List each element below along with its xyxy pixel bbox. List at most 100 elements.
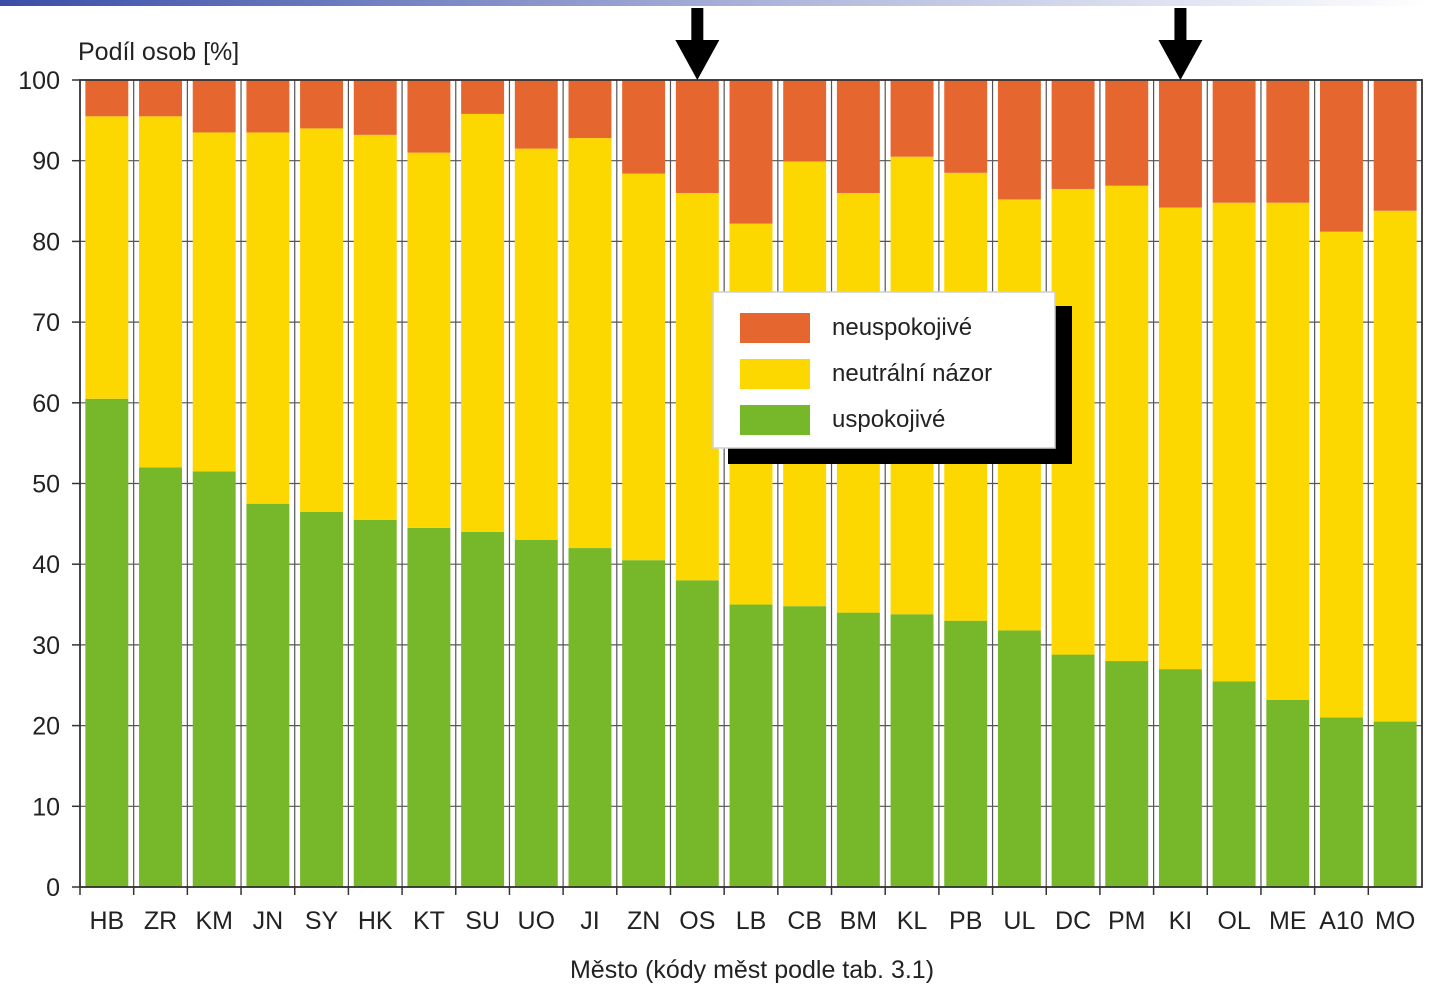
bar-segment xyxy=(461,531,505,887)
bar-segment xyxy=(1158,669,1202,887)
bar-segment xyxy=(568,138,612,549)
x-tick-label: ME xyxy=(1269,907,1307,935)
bar-segment xyxy=(783,606,827,887)
x-tick-label: SU xyxy=(465,907,500,935)
bar-segment xyxy=(1320,231,1363,718)
y-tick-label: 80 xyxy=(32,228,60,256)
y-tick-label: 20 xyxy=(32,713,60,741)
bar-segment xyxy=(461,113,505,532)
x-tick-label: CB xyxy=(787,907,822,935)
x-tick-label: DC xyxy=(1055,907,1091,935)
bar-segment xyxy=(1212,681,1256,887)
bar-segment xyxy=(1051,80,1095,189)
bar-segment xyxy=(407,80,451,153)
y-tick-label: 10 xyxy=(32,793,60,821)
bar-segment xyxy=(1320,80,1363,232)
y-tick-label: 0 xyxy=(46,874,60,902)
bar-stack xyxy=(246,80,290,887)
highlight-markers xyxy=(675,8,1203,80)
x-tick-label: PB xyxy=(949,907,982,935)
down-arrow-icon xyxy=(675,8,720,80)
x-tick-label: OL xyxy=(1217,907,1250,935)
bar-segment xyxy=(729,80,773,224)
bar-segment xyxy=(1373,80,1417,211)
bar-stack xyxy=(461,80,505,887)
bar-stack xyxy=(1105,80,1149,887)
x-tick-label: KT xyxy=(413,907,445,935)
y-tick-label: 100 xyxy=(18,67,60,95)
bar-stack xyxy=(1266,80,1310,887)
bar-series xyxy=(85,80,1417,887)
x-axis-ticks: HB ZR KM JN SY HK KT SU UO JI ZN OS LB CB BM KL PB UL DC PM… xyxy=(79,887,1415,935)
bar-stack xyxy=(568,80,612,887)
bar-stack xyxy=(783,80,827,887)
bar-segment xyxy=(85,80,129,117)
x-tick-label: JI xyxy=(580,907,599,935)
bar-segment xyxy=(300,511,344,887)
bar-stack xyxy=(836,80,880,887)
bar-segment xyxy=(890,80,934,157)
bar-segment xyxy=(192,471,236,887)
bar-stack xyxy=(1051,80,1095,887)
bar-segment xyxy=(622,173,666,561)
y-tick-label: 90 xyxy=(32,148,60,176)
bar-stack xyxy=(1212,80,1256,887)
bar-segment xyxy=(675,580,719,887)
bar-segment xyxy=(1212,80,1256,203)
bar-segment xyxy=(353,519,397,887)
bar-stack xyxy=(675,80,719,887)
bar-segment xyxy=(1105,80,1149,186)
bar-stack xyxy=(997,80,1041,887)
x-tick-label: ZR xyxy=(144,907,177,935)
bar-stack xyxy=(514,80,558,887)
bar-segment xyxy=(1266,699,1310,887)
bar-segment xyxy=(1212,202,1256,682)
bar-segment xyxy=(246,80,290,133)
bar-stack xyxy=(729,80,773,887)
x-tick-label: MO xyxy=(1375,907,1415,935)
bar-segment xyxy=(944,80,988,173)
x-tick-label: ZN xyxy=(627,907,660,935)
bar-segment xyxy=(1158,80,1202,208)
x-tick-label: BM xyxy=(840,907,878,935)
bar-stack xyxy=(622,80,666,887)
y-axis-label: Podíl osob [%] xyxy=(78,38,239,66)
bar-segment xyxy=(675,192,719,581)
bar-segment xyxy=(1373,210,1417,722)
bar-segment xyxy=(139,116,182,468)
bar-stack xyxy=(139,80,182,887)
bar-stack xyxy=(944,80,988,887)
bar-stack xyxy=(192,80,236,887)
bar-segment xyxy=(139,80,182,117)
x-tick-label: HK xyxy=(358,907,393,935)
bar-segment xyxy=(1158,207,1202,670)
legend-swatch xyxy=(740,359,810,389)
legend-label: neuspokojivé xyxy=(832,314,972,341)
x-tick-label: KI xyxy=(1169,907,1193,935)
x-tick-label: KL xyxy=(897,907,928,935)
bar-segment xyxy=(729,604,773,887)
bar-stack xyxy=(1320,80,1363,887)
bar-segment xyxy=(568,80,612,139)
bar-segment xyxy=(407,527,451,887)
bar-segment xyxy=(890,614,934,887)
x-tick-label: UO xyxy=(518,907,556,935)
bar-segment xyxy=(675,80,719,193)
x-axis-label: Město (kódy měst podle tab. 3.1) xyxy=(570,956,934,984)
bar-stack xyxy=(353,80,397,887)
bar-segment xyxy=(192,80,236,133)
x-tick-label: LB xyxy=(736,907,767,935)
top-accent-bar xyxy=(0,0,1429,6)
x-tick-label: OS xyxy=(679,907,715,935)
bar-segment xyxy=(622,80,666,174)
bar-segment xyxy=(85,116,129,399)
bar-segment xyxy=(1105,661,1149,887)
bar-segment xyxy=(461,80,505,114)
bar-stack xyxy=(890,80,934,887)
bar-segment xyxy=(836,612,880,887)
legend-label: uspokojivé xyxy=(832,406,945,433)
bar-segment xyxy=(944,620,988,887)
x-tick-label: SY xyxy=(305,907,339,935)
bar-stack xyxy=(85,80,129,887)
bar-segment xyxy=(622,560,666,887)
